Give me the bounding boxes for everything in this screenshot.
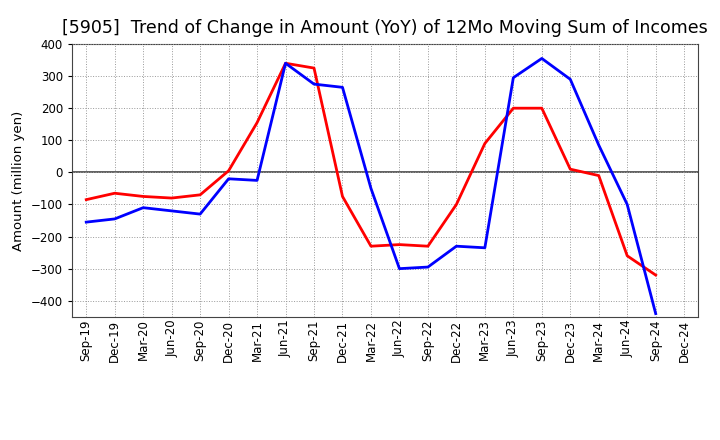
Ordinary Income [509,75,518,81]
Net Income [338,194,347,199]
Ordinary Income [423,264,432,270]
Net Income [395,242,404,247]
Net Income [310,66,318,71]
Ordinary Income [366,186,375,191]
Net Income [139,194,148,199]
Ordinary Income [652,311,660,316]
Ordinary Income [253,178,261,183]
Ordinary Income [595,143,603,148]
Net Income [196,192,204,198]
Net Income [537,106,546,111]
Title: [5905]  Trend of Change in Amount (YoY) of 12Mo Moving Sum of Incomes: [5905] Trend of Change in Amount (YoY) o… [63,19,708,37]
Net Income [253,120,261,125]
Ordinary Income [480,245,489,250]
Ordinary Income [196,212,204,217]
Ordinary Income [566,77,575,82]
Net Income [282,61,290,66]
Net Income [110,191,119,196]
Net Income [566,166,575,172]
Net Income [366,244,375,249]
Ordinary Income [537,56,546,61]
Ordinary Income [623,202,631,207]
Net Income [623,253,631,258]
Net Income [595,173,603,178]
Net Income [225,168,233,173]
Net Income [423,244,432,249]
Net Income [652,272,660,278]
Ordinary Income [139,205,148,210]
Net Income [480,141,489,146]
Net Income [452,202,461,207]
Ordinary Income [110,216,119,222]
Line: Ordinary Income: Ordinary Income [86,59,656,314]
Ordinary Income [167,208,176,213]
Net Income [167,195,176,201]
Ordinary Income [452,244,461,249]
Ordinary Income [338,84,347,90]
Line: Net Income: Net Income [86,63,656,275]
Ordinary Income [395,266,404,271]
Net Income [509,106,518,111]
Ordinary Income [310,81,318,87]
Y-axis label: Amount (million yen): Amount (million yen) [12,110,25,250]
Ordinary Income [82,220,91,225]
Net Income [82,197,91,202]
Ordinary Income [225,176,233,181]
Ordinary Income [282,61,290,66]
